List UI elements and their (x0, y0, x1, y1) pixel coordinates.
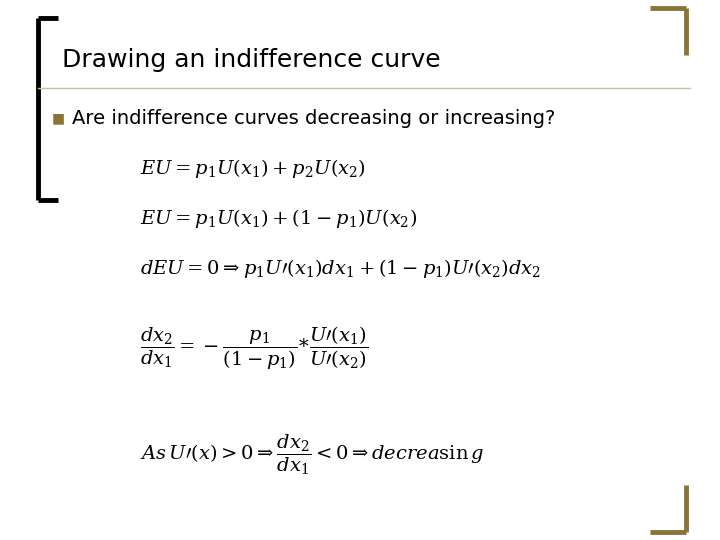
Text: $EU = p_1U(x_1) + (1 - p_1)U(x_2)$: $EU = p_1U(x_1) + (1 - p_1)U(x_2)$ (140, 206, 417, 230)
Text: ■: ■ (52, 111, 65, 125)
Text: Are indifference curves decreasing or increasing?: Are indifference curves decreasing or in… (72, 109, 555, 127)
Text: $As\,U\prime(x) > 0 \Rightarrow \dfrac{dx_2}{dx_1} < 0 \Rightarrow decrea\mathrm: $As\,U\prime(x) > 0 \Rightarrow \dfrac{d… (140, 433, 485, 477)
Text: $dEU = 0 \Rightarrow p_1U\prime(x_1)dx_1 + (1-p_1)U\prime(x_2)dx_2$: $dEU = 0 \Rightarrow p_1U\prime(x_1)dx_1… (140, 256, 541, 280)
Text: $EU = p_1U(x_1) + p_2U(x_2)$: $EU = p_1U(x_1) + p_2U(x_2)$ (140, 157, 366, 179)
Text: $\dfrac{dx_2}{dx_1} = -\dfrac{p_1}{(1-p_1)}\!*\!\dfrac{U\prime(x_1)}{U\prime(x_2: $\dfrac{dx_2}{dx_1} = -\dfrac{p_1}{(1-p_… (140, 325, 368, 372)
Text: Drawing an indifference curve: Drawing an indifference curve (62, 48, 441, 72)
